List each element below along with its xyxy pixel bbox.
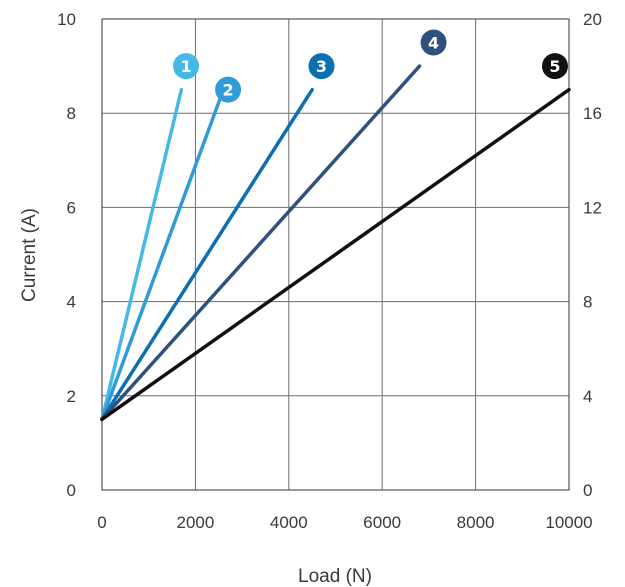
y2-tick-label-1: 4 [583, 387, 592, 406]
series-line-2 [100, 87, 226, 422]
series-badge-number-2: 2 [223, 81, 234, 100]
series-badges: 1 2 3 4 5 [173, 29, 568, 103]
series-line-5 [100, 87, 571, 422]
plot-frame [101, 18, 570, 491]
x-tick-label-3: 6000 [363, 513, 401, 532]
series-badge-number-1: 1 [180, 57, 191, 76]
y2-tick-label-2: 8 [583, 293, 592, 312]
series-badge-circle-4 [420, 29, 447, 56]
series-line-3 [100, 87, 314, 422]
y2-tick-label-4: 16 [583, 104, 602, 123]
x-tick-label-5: 10000 [545, 513, 592, 532]
y-tick-label-3: 6 [67, 198, 76, 217]
series-line-4 [100, 64, 422, 422]
x-tick-label-1: 2000 [176, 513, 214, 532]
y2-tick-label-5: 20 [583, 10, 602, 29]
y2-tick-label-0: 0 [583, 481, 592, 500]
series-badge-4: 4 [420, 29, 447, 56]
grid [101, 18, 570, 491]
x-tick-label-0: 0 [97, 513, 106, 532]
y-tick-label-1: 2 [67, 387, 76, 406]
y-tick-label-0: 0 [67, 481, 76, 500]
x-tick-label-4: 8000 [457, 513, 495, 532]
y-tick-label-2: 4 [67, 293, 76, 312]
x-tick-label-2: 4000 [270, 513, 308, 532]
series-badge-1: 1 [173, 53, 200, 80]
series-badge-circle-2 [215, 76, 242, 103]
y2-tick-label-3: 12 [583, 198, 602, 217]
y-axis-title: Current (A) [19, 208, 40, 302]
series-badge-number-5: 5 [549, 57, 560, 76]
series-badge-number-3: 3 [316, 57, 327, 76]
y-tick-label-5: 10 [57, 10, 76, 29]
series-badge-circle-3 [308, 53, 335, 80]
series-badge-number-4: 4 [428, 34, 439, 53]
x-axis-title: Load (N) [298, 566, 372, 587]
series-badge-3: 3 [308, 53, 335, 80]
series-lines [100, 64, 571, 422]
series-badge-2: 2 [215, 76, 242, 103]
y-tick-label-4: 8 [67, 104, 76, 123]
series-line-1 [100, 87, 184, 422]
series-badge-circle-1 [173, 53, 200, 80]
series-badge-circle-5 [541, 53, 568, 80]
series-badge-5: 5 [541, 53, 568, 80]
